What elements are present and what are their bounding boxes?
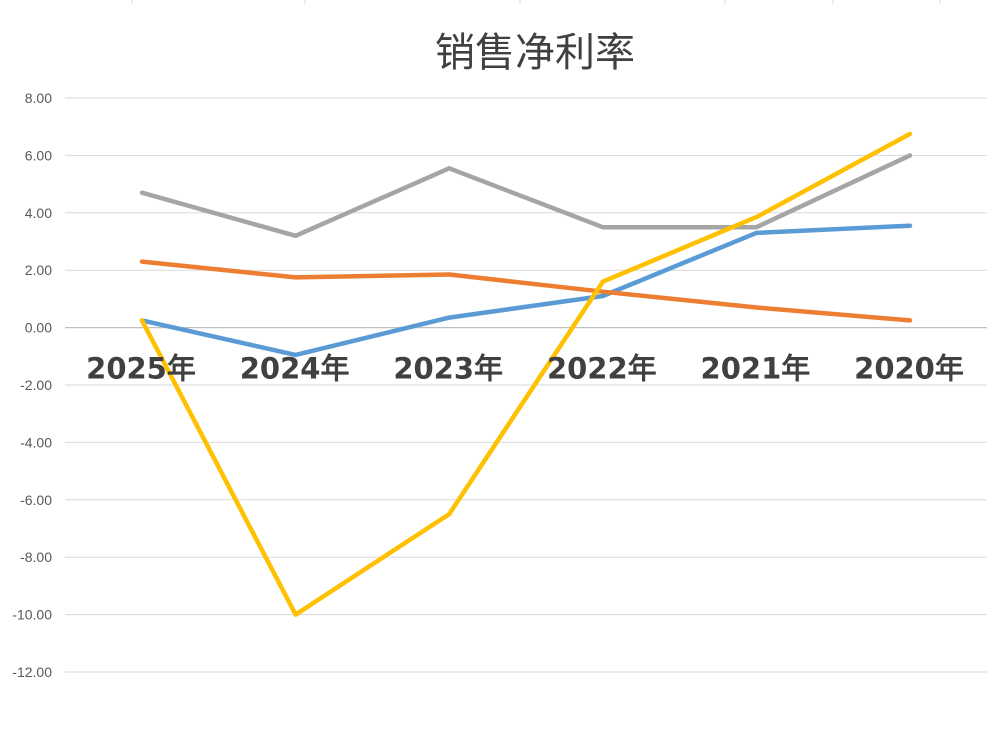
y-tick-label: -4.00: [20, 434, 52, 450]
y-tick-label: -6.00: [20, 492, 52, 508]
y-tick-label: -12.00: [12, 664, 52, 680]
chart-title: 销售净利率: [435, 30, 635, 76]
x-tick-label: 2021年: [701, 352, 811, 386]
x-tick-label: 2025年: [86, 352, 196, 386]
series-lines: [139, 131, 913, 617]
y-tick-label: -10.00: [12, 607, 52, 623]
y-axis-ticks: 8.00 6.00 4.00 2.00 0.00 -2.00 -4.00 -6.00 -8.00…: [12, 90, 52, 680]
y-tick-label: 2.00: [25, 262, 52, 278]
y-tick-label: 6.00: [25, 147, 52, 163]
x-tick-label: 2020年: [854, 352, 964, 386]
x-tick-label: 2024年: [240, 352, 350, 386]
y-tick-label: 4.00: [25, 205, 52, 221]
series-line-2: [139, 259, 913, 323]
y-tick-label: 8.00: [25, 90, 52, 106]
series-line-4: [139, 131, 913, 617]
x-tick-label: 2023年: [393, 352, 503, 386]
series-line-1: [139, 223, 913, 358]
top-border-ticks: [131, 0, 941, 4]
x-tick-label: 2022年: [547, 352, 657, 386]
y-tick-label: -2.00: [20, 377, 52, 393]
y-tick-label: 0.00: [25, 320, 52, 336]
gridlines: [65, 97, 987, 673]
y-tick-label: -8.00: [20, 549, 52, 565]
series-line-3: [139, 153, 913, 239]
x-axis-ticks: 2025年 2024年 2023年 2022年 2021年 2020年: [86, 352, 964, 386]
